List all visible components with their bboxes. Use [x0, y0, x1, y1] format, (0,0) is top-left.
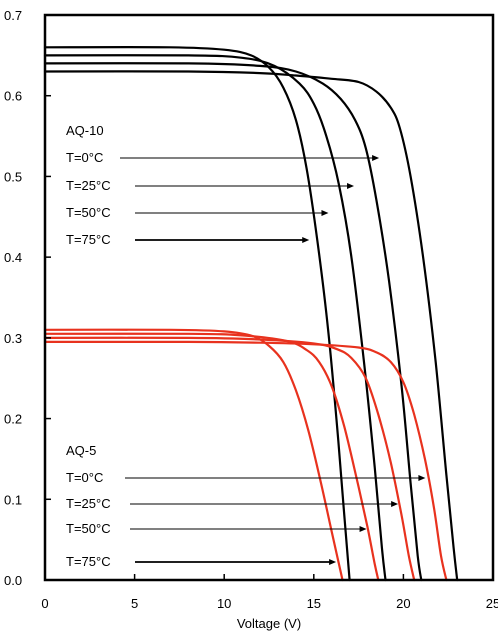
- arrow-head: [372, 155, 380, 161]
- y-tick-label: 0.6: [4, 89, 22, 104]
- plot-frame: [43, 13, 495, 582]
- arrow-head: [302, 237, 310, 243]
- series-line-aq-5-1: [43, 336, 416, 582]
- temperature-label: T=25°C: [66, 178, 111, 193]
- series-line-aq-10-1: [43, 62, 423, 582]
- x-tick-label: 5: [131, 596, 138, 611]
- x-axis-title: Voltage (V): [237, 616, 301, 631]
- temperature-label: T=50°C: [66, 521, 111, 536]
- series-line-aq-5-3: [43, 328, 344, 582]
- series-line-aq-5-2: [43, 332, 380, 582]
- y-tick-label: 0.2: [4, 412, 22, 427]
- x-axis-ticks: 0 5 10 15 20 25: [41, 574, 498, 611]
- plot-curves: [43, 46, 459, 582]
- temperature-label: T=75°C: [66, 554, 111, 569]
- temperature-label: T=0°C: [66, 470, 103, 485]
- x-tick-label: 10: [217, 596, 231, 611]
- series-line-aq-10-3: [43, 46, 351, 582]
- arrow-head: [391, 501, 399, 507]
- y-tick-label: 0.5: [4, 169, 22, 184]
- arrow-head: [418, 475, 426, 481]
- temperature-label: T=25°C: [66, 496, 111, 511]
- group-label-aq-5: AQ-5: [66, 443, 96, 458]
- arrow-head: [321, 210, 329, 216]
- arrow-head: [359, 526, 367, 532]
- x-tick-label: 20: [396, 596, 410, 611]
- annotations: AQ-10 T=0°C T=25°C T=50°C T=75°C AQ-5 T=0°C T=2…: [66, 123, 426, 569]
- y-tick-label: 0.1: [4, 492, 22, 507]
- y-tick-label: 0.3: [4, 331, 22, 346]
- temperature-label: T=0°C: [66, 150, 103, 165]
- y-axis-ticks: 0.0 0.1 0.2 0.3 0.4 0.5 0.6 0.7: [4, 8, 51, 588]
- group-label-aq-10: AQ-10: [66, 123, 104, 138]
- y-tick-label: 0.0: [4, 573, 22, 588]
- series-line-aq-5-0: [43, 340, 448, 582]
- x-tick-label: 15: [307, 596, 321, 611]
- series-line-aq-10-2: [43, 54, 387, 582]
- y-tick-label: 0.4: [4, 250, 22, 265]
- temperature-label: T=50°C: [66, 205, 111, 220]
- arrow-head: [347, 183, 355, 189]
- x-tick-label: 0: [41, 596, 48, 611]
- series-line-aq-10-0: [43, 70, 459, 582]
- x-tick-label: 25: [486, 596, 498, 611]
- temperature-label: T=75°C: [66, 232, 111, 247]
- arrow-head: [329, 559, 337, 565]
- y-tick-label: 0.7: [4, 8, 22, 23]
